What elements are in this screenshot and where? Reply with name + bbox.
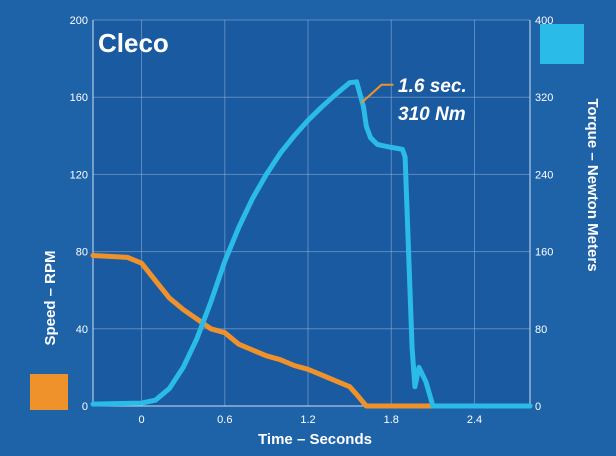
y-right-tick-label: 320 [535, 92, 553, 104]
y-left-tick-label: 200 [70, 15, 88, 27]
y-left-tick-label: 0 [82, 401, 88, 413]
annotation-line-2: 310 Nm [398, 104, 466, 125]
y-right-tick-label: 240 [535, 169, 553, 181]
y-right-tick-label: 0 [535, 401, 541, 413]
x-tick-label: 0 [138, 414, 144, 426]
brand-label: Cleco [98, 28, 169, 58]
x-tick-label: 1.2 [300, 414, 315, 426]
x-axis-label: Time – Seconds [258, 431, 372, 448]
x-tick-label: 2.4 [467, 414, 482, 426]
x-tick-label: 0.6 [217, 414, 232, 426]
y-left-tick-label: 40 [76, 324, 88, 336]
torque-series-line [90, 79, 533, 409]
y-axis-right-label: Torque – Newton Meters [584, 98, 601, 271]
y-left-tick-label: 160 [70, 92, 88, 104]
y-axis-left-label: Speed – RPM [42, 250, 59, 345]
annotation-leader [360, 83, 394, 104]
series-lines [90, 79, 533, 409]
x-tick-label: 1.8 [384, 414, 399, 426]
plot-area [93, 20, 530, 406]
torque-legend-marker [540, 24, 584, 64]
y-left-tick-label: 120 [70, 169, 88, 181]
speed-series-line [90, 253, 533, 409]
annotation-line-1: 1.6 sec. [398, 76, 467, 97]
y-right-tick-label: 80 [535, 324, 547, 336]
y-left-tick-label: 80 [76, 247, 88, 259]
speed-legend-marker [30, 374, 68, 410]
y-right-tick-label: 160 [535, 247, 553, 259]
peak-annotation: 1.6 sec. 310 Nm [360, 76, 467, 125]
